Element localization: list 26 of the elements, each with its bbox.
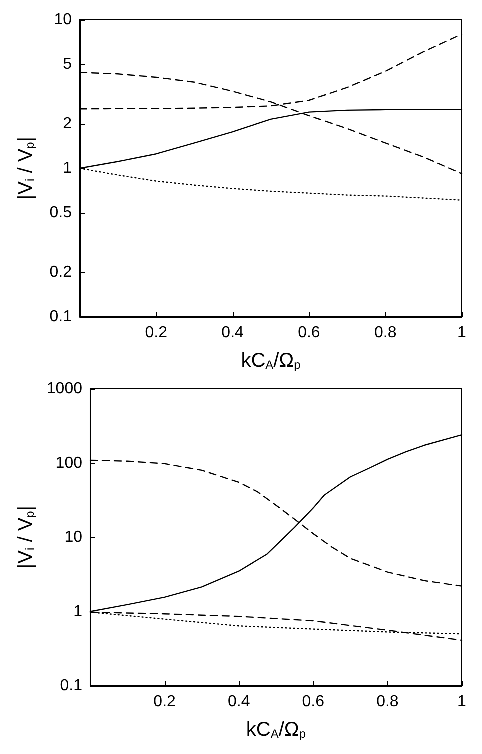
x-tick-label: 1	[458, 324, 467, 342]
x-tick-label: 0.4	[228, 694, 250, 710]
x-tick-label: 0.8	[374, 324, 397, 342]
x-tick-label: 0.8	[376, 694, 399, 710]
y-tick-label: 0.2	[50, 264, 72, 281]
y-tick-label: 1	[74, 603, 83, 620]
x-axis-title: kCA/Ωp	[241, 350, 302, 372]
y-tick-label: 100	[56, 454, 83, 472]
y-axis-title: |Vi / Vp|	[15, 506, 37, 570]
x-tick-label: 0.6	[298, 324, 320, 342]
y-tick-label: 1000	[46, 380, 83, 398]
y-tick-label: 2	[63, 115, 72, 132]
x-tick-label: 1	[458, 694, 467, 710]
y-tick-label: 5	[63, 56, 72, 74]
y-tick-label: 0.1	[60, 678, 83, 694]
x-tick-label: 0.4	[222, 324, 244, 342]
y-tick-label: 1	[63, 160, 72, 177]
x-tick-label: 0.2	[145, 324, 168, 342]
y-axis-title: |Vi / Vp|	[15, 136, 37, 200]
y-tick-label: 10	[54, 12, 72, 28]
y-tick-label: 0.1	[50, 308, 72, 326]
x-tick-label: 0.6	[302, 694, 325, 710]
y-tick-label: 10	[64, 529, 83, 546]
x-tick-label: 0.2	[154, 694, 176, 710]
x-axis-title: kCA/Ωp	[246, 719, 306, 741]
y-tick-label: 0.5	[50, 204, 72, 222]
